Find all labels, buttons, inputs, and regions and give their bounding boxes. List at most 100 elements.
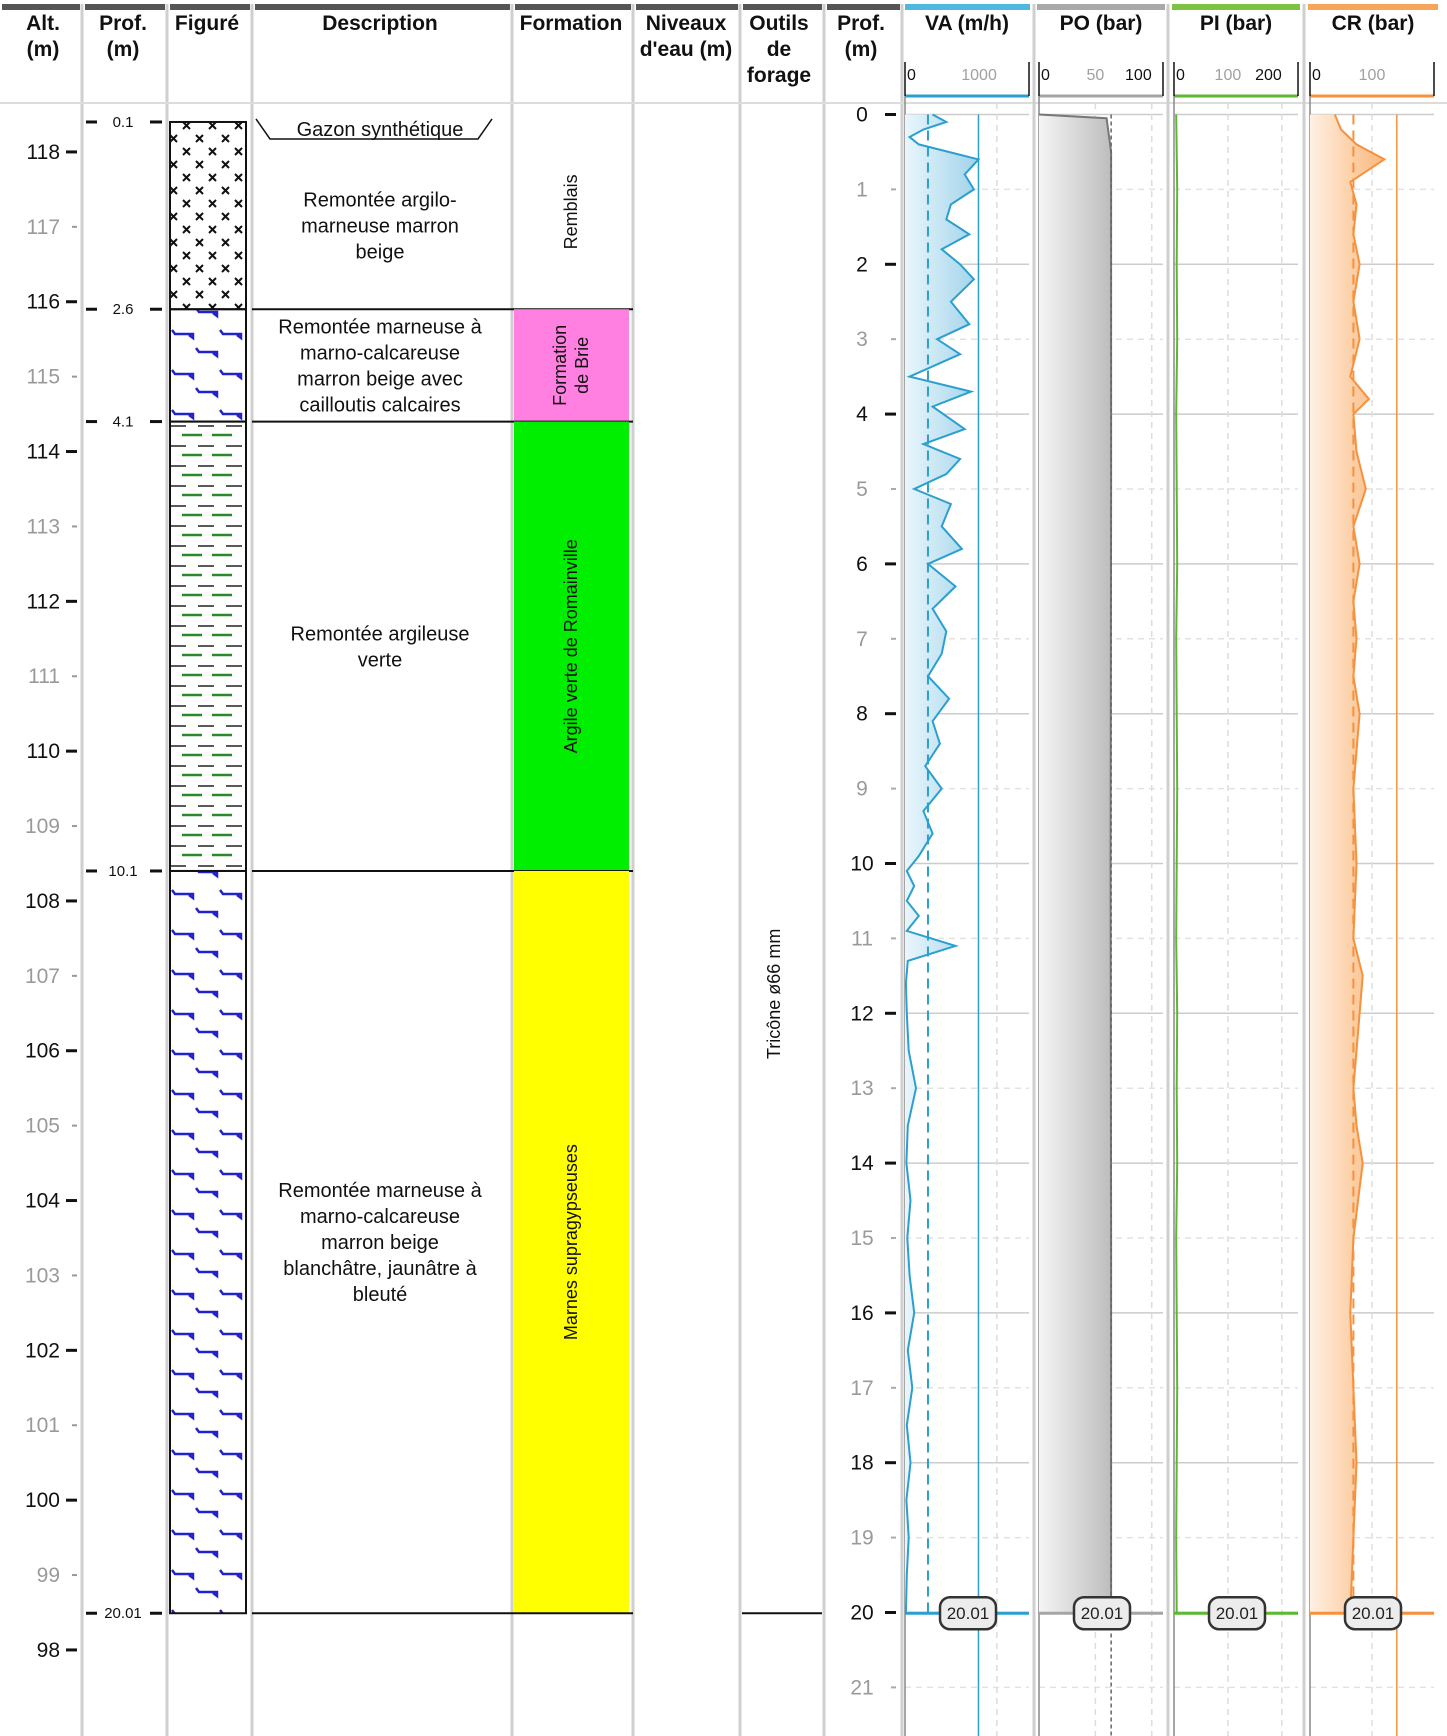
header-prof2: (m): [845, 38, 878, 61]
depth-label: 21: [850, 1676, 873, 1699]
depth-label: 7: [856, 628, 868, 651]
altitude-label: 110: [27, 740, 60, 763]
header-alt: Alt.: [26, 12, 60, 35]
depth-label: 19: [850, 1527, 873, 1550]
depth-label: 6: [856, 553, 868, 576]
formation-label: de Brie: [572, 337, 592, 394]
header-alt: (m): [27, 38, 60, 61]
track-tick-label: 100: [1359, 67, 1386, 84]
depth-label: 0: [856, 103, 868, 126]
altitude-label: 106: [25, 1040, 60, 1063]
depth-label: 10: [850, 852, 873, 875]
end-depth-badge: [938, 1595, 998, 1631]
altitude-label: 117: [27, 216, 60, 239]
track-tick-label: 1000: [961, 67, 997, 84]
formation-band: [514, 421, 629, 871]
boundary-label: 20.01: [104, 1605, 142, 1622]
track-tick-label: 50: [1086, 67, 1104, 84]
layer-description: marron beige avec: [297, 368, 463, 390]
header-prof: Prof.: [99, 12, 147, 35]
formation-label: Argile verte de Romainville: [561, 539, 581, 753]
header-niveaux: Niveaux: [646, 12, 727, 35]
track-tick-label: 100: [1125, 67, 1152, 84]
altitude-label: 109: [25, 815, 60, 838]
lithology-argile: [169, 420, 247, 872]
series-line: [904, 113, 981, 1614]
header-po: PO (bar): [1060, 12, 1143, 35]
surface-label: Gazon synthétique: [297, 119, 464, 141]
track-tick-label: 100: [1215, 67, 1242, 84]
header-niveaux: d'eau (m): [640, 38, 733, 61]
depth-label: 15: [850, 1227, 873, 1250]
header-outils: de: [767, 38, 792, 61]
end-depth-badge: [1072, 1595, 1132, 1631]
formation-band: [514, 870, 629, 1614]
formation-band: [514, 309, 629, 422]
series-area: [1039, 114, 1112, 1614]
parameter-tracks: 0 1000 20.01 0 50 100 20.01 0 100 200 20.01 0 100 20.…: [904, 4, 1435, 1736]
track-tick-label: 200: [1255, 67, 1282, 84]
header-cr: CR (bar): [1332, 12, 1415, 35]
layer-description: cailloutis calcaires: [299, 394, 460, 416]
layer-description: marron beige: [321, 1232, 439, 1254]
layer-description: blanchâtre, jaunâtre à: [283, 1258, 477, 1280]
altitude-label: 99: [37, 1564, 60, 1587]
depth-label: 2: [856, 253, 868, 276]
altitude-label: 100: [25, 1489, 60, 1512]
lithology-column: [169, 120, 247, 1615]
description-column: Gazon synthétique Remontée argilo-marneus…: [252, 118, 512, 1615]
header-prof2: Prof.: [837, 12, 885, 35]
layer-description: beige: [356, 242, 405, 264]
boundary-label: 4.1: [113, 414, 134, 431]
layer-description: marneuse marron: [301, 216, 459, 238]
depth-label: 18: [850, 1452, 873, 1475]
altitude-label: 101: [25, 1414, 60, 1437]
lithology-remblais: [169, 120, 247, 311]
depth-label: 4: [856, 403, 868, 426]
altitude-label: 102: [25, 1339, 60, 1362]
end-depth-badge-text: 20.01: [1081, 1604, 1124, 1623]
drilling-tool-column: Tricône ø66 mm: [742, 929, 822, 1615]
layer-description: bleuté: [353, 1284, 408, 1306]
header-outils: Outils: [749, 12, 809, 35]
header-va: VA (m/h): [925, 12, 1009, 35]
boundary-label: 10.1: [108, 863, 137, 880]
altitude-label: 113: [27, 515, 60, 538]
track-1: 0 50 100 20.01: [1038, 62, 1164, 1736]
depth-label: 5: [856, 478, 868, 501]
end-depth-badge-text: 20.01: [1216, 1604, 1259, 1623]
end-depth-badge: [1207, 1595, 1267, 1631]
depth-label: 13: [850, 1077, 873, 1100]
track-tick-label: 0: [907, 67, 916, 84]
track-0: 0 1000 20.01: [904, 62, 1030, 1736]
altitude-axis: 118 117 116 115 114 113 112 111 110 109 108 107 106 1…: [25, 141, 77, 1662]
boundary-label: 2.6: [113, 301, 134, 318]
header-figure: Figuré: [175, 12, 239, 35]
formation-column: Remblais Formation de Brie Argile verte de …: [512, 114, 633, 1615]
surface-bracket: [255, 118, 493, 140]
layer-description: Remontée marneuse à: [278, 316, 482, 338]
layer-description: verte: [358, 649, 402, 671]
altitude-label: 107: [25, 965, 60, 988]
depth-label: 3: [856, 328, 868, 351]
depth-label: 17: [850, 1377, 873, 1400]
layer-description: Remontée argileuse: [291, 623, 470, 645]
altitude-label: 103: [25, 1264, 60, 1287]
formation-label: Formation: [550, 325, 570, 406]
header-description: Description: [322, 12, 438, 35]
altitude-label: 111: [28, 665, 60, 688]
altitude-label: 105: [25, 1115, 60, 1138]
end-depth-badge-text: 20.01: [947, 1604, 990, 1623]
track-3: 0 100 20.01: [1309, 62, 1435, 1736]
formation-band: [514, 114, 629, 310]
depth-label: 16: [850, 1302, 873, 1325]
depth-label: 11: [851, 927, 873, 950]
track-tick-label: 0: [1041, 67, 1050, 84]
series-area: [1310, 114, 1385, 1614]
header-prof: (m): [107, 38, 140, 61]
altitude-label: 104: [25, 1190, 60, 1213]
series-area: [905, 114, 979, 1614]
header-outils: forage: [747, 64, 811, 87]
lithology-marne: [169, 308, 247, 423]
